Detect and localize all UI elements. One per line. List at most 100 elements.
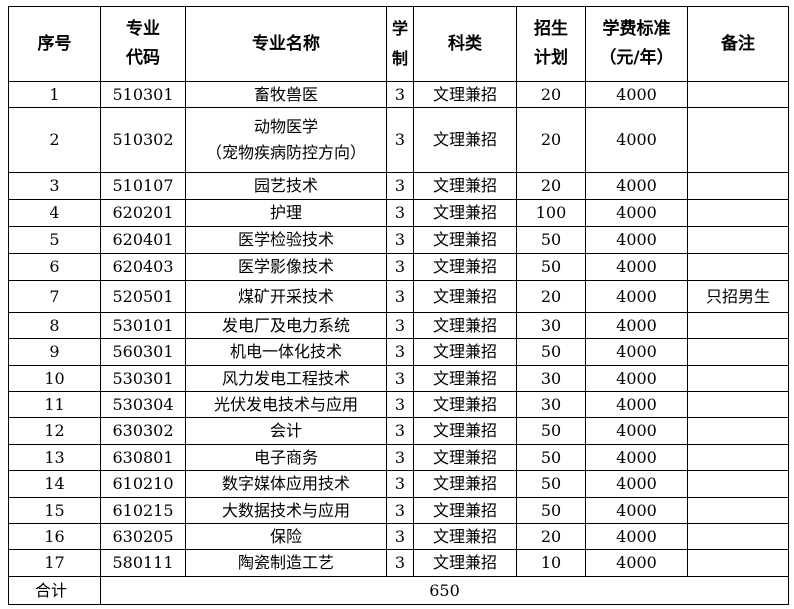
cell-name: 风力发电工程技术 — [185, 365, 387, 392]
cell-category: 文理兼招 — [413, 280, 517, 313]
cell-code: 510107 — [100, 172, 186, 200]
header-fee-line1: 学费标准 — [602, 19, 671, 39]
cell-remark — [687, 338, 789, 366]
cell-name: 动物医学 （宠物疾病防控方向） — [185, 107, 387, 173]
cell-category: 文理兼招 — [413, 312, 517, 339]
cell-name: 机电一体化技术 — [185, 338, 387, 366]
total-label: 合计 — [8, 576, 101, 605]
cell-name: 医学影像技术 — [185, 253, 387, 281]
cell-plan: 50 — [516, 338, 586, 366]
cell-seq: 4 — [8, 199, 101, 227]
cell-fee: 4000 — [585, 523, 688, 550]
header-plan: 招生 计划 — [516, 6, 586, 82]
cell-fee: 4000 — [585, 365, 688, 392]
cell-fee: 4000 — [585, 226, 688, 254]
cell-seq: 7 — [8, 280, 101, 313]
cell-years: 3 — [386, 338, 414, 366]
table-row: 17 580111 陶瓷制造工艺 3 文理兼招 10 4000 — [8, 549, 789, 577]
table-row: 16 630205 保险 3 文理兼招 20 4000 — [8, 523, 789, 550]
cell-fee: 4000 — [585, 253, 688, 281]
cell-seq: 13 — [8, 444, 101, 471]
cell-remark — [687, 523, 789, 550]
cell-name: 光伏发电技术与应用 — [185, 391, 387, 418]
cell-plan: 10 — [516, 549, 586, 577]
total-row: 合计 650 — [8, 576, 789, 605]
cell-code: 530101 — [100, 312, 186, 339]
header-seq: 序号 — [8, 6, 101, 82]
cell-years: 3 — [386, 365, 414, 392]
name-line1: 动物医学 — [253, 117, 318, 136]
cell-name: 园艺技术 — [185, 172, 387, 200]
cell-fee: 4000 — [585, 81, 688, 108]
cell-fee: 4000 — [585, 199, 688, 227]
header-row: 序号 专业 代码 专业名称 学制 科类 招生 计划 学费标准 （元/年） 备注 — [8, 6, 789, 82]
cell-plan: 50 — [516, 444, 586, 471]
enrollment-plan-table: 序号 专业 代码 专业名称 学制 科类 招生 计划 学费标准 （元/年） 备注 1 51… — [8, 6, 789, 605]
cell-category: 文理兼招 — [413, 253, 517, 281]
cell-category: 文理兼招 — [413, 470, 517, 498]
header-years-line2: 制 — [391, 49, 408, 68]
cell-category: 文理兼招 — [413, 549, 517, 577]
cell-seq: 11 — [8, 391, 101, 418]
table-row: 8 530101 发电厂及电力系统 3 文理兼招 30 4000 — [8, 312, 789, 339]
header-code-line1: 专业 — [126, 19, 160, 39]
cell-seq: 12 — [8, 417, 101, 445]
cell-plan: 30 — [516, 365, 586, 392]
cell-remark — [687, 312, 789, 339]
header-code: 专业 代码 — [100, 6, 186, 82]
total-value: 650 — [100, 576, 789, 605]
cell-remark — [687, 417, 789, 445]
table-row: 1 510301 畜牧兽医 3 文理兼招 20 4000 — [8, 81, 789, 108]
cell-code: 630205 — [100, 523, 186, 550]
name-line2: （宠物疾病防控方向） — [205, 143, 366, 162]
cell-code: 530304 — [100, 391, 186, 418]
cell-category: 文理兼招 — [413, 199, 517, 227]
table-row: 4 620201 护理 3 文理兼招 100 4000 — [8, 199, 789, 227]
cell-remark — [687, 226, 789, 254]
cell-years: 3 — [386, 172, 414, 200]
cell-seq: 9 — [8, 338, 101, 366]
cell-plan: 100 — [516, 199, 586, 227]
cell-plan: 20 — [516, 280, 586, 313]
header-plan-line2: 计划 — [534, 48, 568, 68]
cell-plan: 20 — [516, 523, 586, 550]
cell-seq: 5 — [8, 226, 101, 254]
cell-fee: 4000 — [585, 391, 688, 418]
cell-years: 3 — [386, 226, 414, 254]
cell-years: 3 — [386, 417, 414, 445]
cell-fee: 4000 — [585, 497, 688, 524]
cell-code: 620401 — [100, 226, 186, 254]
cell-years: 3 — [386, 81, 414, 108]
cell-remark — [687, 172, 789, 200]
cell-fee: 4000 — [585, 312, 688, 339]
cell-category: 文理兼招 — [413, 417, 517, 445]
cell-remark — [687, 444, 789, 471]
table-row: 9 560301 机电一体化技术 3 文理兼招 50 4000 — [8, 338, 789, 366]
header-years: 学制 — [386, 6, 414, 82]
header-remark: 备注 — [687, 6, 789, 82]
cell-years: 3 — [386, 280, 414, 313]
cell-name: 陶瓷制造工艺 — [185, 549, 387, 577]
cell-seq: 17 — [8, 549, 101, 577]
cell-category: 文理兼招 — [413, 444, 517, 471]
cell-code: 630801 — [100, 444, 186, 471]
cell-plan: 50 — [516, 417, 586, 445]
cell-plan: 50 — [516, 497, 586, 524]
cell-code: 610210 — [100, 470, 186, 498]
cell-fee: 4000 — [585, 280, 688, 313]
header-name: 专业名称 — [185, 6, 387, 82]
cell-years: 3 — [386, 523, 414, 550]
cell-category: 文理兼招 — [413, 172, 517, 200]
cell-remark — [687, 391, 789, 418]
table-row: 13 630801 电子商务 3 文理兼招 50 4000 — [8, 444, 789, 471]
cell-fee: 4000 — [585, 338, 688, 366]
cell-years: 3 — [386, 470, 414, 498]
cell-remark — [687, 199, 789, 227]
cell-fee: 4000 — [585, 444, 688, 471]
cell-plan: 20 — [516, 107, 586, 173]
cell-name: 数字媒体应用技术 — [185, 470, 387, 498]
cell-category: 文理兼招 — [413, 365, 517, 392]
cell-years: 3 — [386, 107, 414, 173]
cell-plan: 30 — [516, 312, 586, 339]
cell-remark — [687, 549, 789, 577]
